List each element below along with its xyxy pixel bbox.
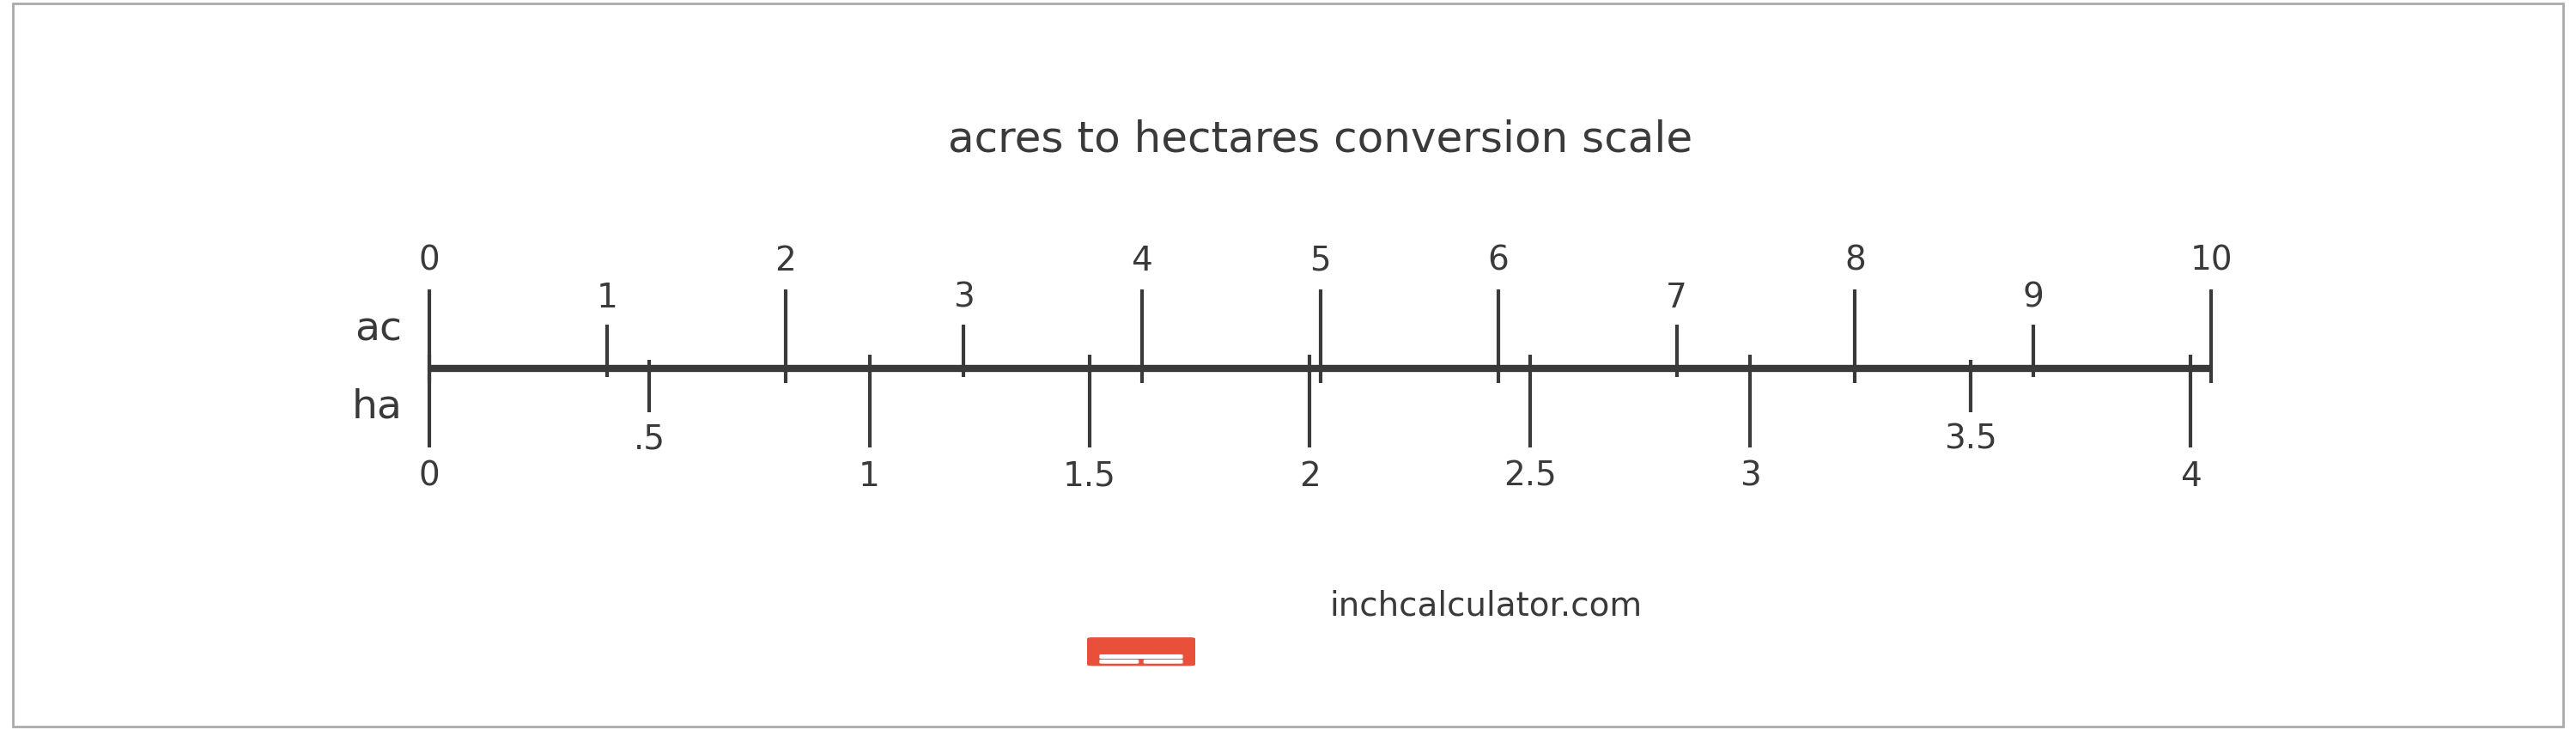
Text: 2: 2 (775, 245, 796, 277)
Text: 1: 1 (858, 460, 881, 493)
Text: 9: 9 (2022, 282, 2043, 314)
Text: 4: 4 (1131, 245, 1151, 277)
Text: 5: 5 (1309, 245, 1332, 277)
Text: 7: 7 (1667, 282, 1687, 314)
Text: 2.5: 2.5 (1504, 460, 1556, 493)
Text: acres to hectares conversion scale: acres to hectares conversion scale (948, 119, 1692, 161)
Text: 3: 3 (1739, 460, 1762, 493)
Text: 1: 1 (598, 282, 618, 314)
Text: 1.5: 1.5 (1064, 460, 1115, 493)
Text: 2: 2 (1298, 460, 1321, 493)
Text: inchcalculator.com: inchcalculator.com (1329, 589, 1641, 622)
Text: 0: 0 (417, 460, 440, 493)
Text: ha: ha (353, 388, 402, 426)
Text: 3.5: 3.5 (1945, 423, 1996, 456)
Text: .5: .5 (634, 423, 665, 456)
Text: 8: 8 (1844, 245, 1865, 277)
Text: ac: ac (355, 311, 402, 350)
Text: 3: 3 (953, 282, 974, 314)
Text: 10: 10 (2190, 245, 2233, 277)
Text: 4: 4 (2179, 460, 2202, 493)
Text: 0: 0 (417, 245, 440, 277)
Text: 6: 6 (1489, 245, 1510, 277)
